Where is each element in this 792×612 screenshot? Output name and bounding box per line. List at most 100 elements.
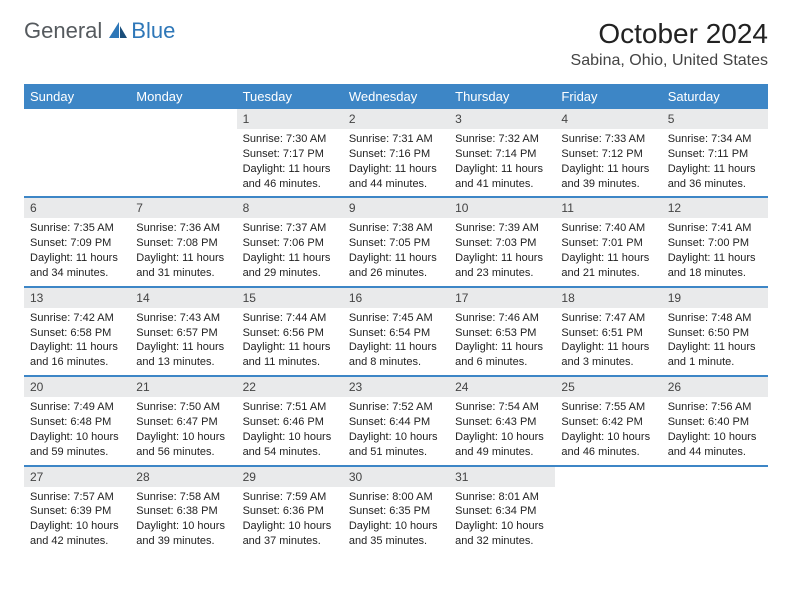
calendar-day-cell: 31Sunrise: 8:01 AMSunset: 6:34 PMDayligh…: [449, 466, 555, 554]
calendar-day-cell: 5Sunrise: 7:34 AMSunset: 7:11 PMDaylight…: [662, 109, 768, 197]
weekday-header: Sunday: [24, 84, 130, 109]
day-content: Sunrise: 7:32 AMSunset: 7:14 PMDaylight:…: [449, 129, 555, 196]
day-number: 17: [449, 288, 555, 308]
day-content: Sunrise: 7:48 AMSunset: 6:50 PMDaylight:…: [662, 308, 768, 375]
day-number: 29: [237, 467, 343, 487]
calendar-day-cell: 29Sunrise: 7:59 AMSunset: 6:36 PMDayligh…: [237, 466, 343, 554]
calendar-day-cell: 6Sunrise: 7:35 AMSunset: 7:09 PMDaylight…: [24, 197, 130, 286]
day-content: Sunrise: 7:49 AMSunset: 6:48 PMDaylight:…: [24, 397, 130, 464]
day-number: 31: [449, 467, 555, 487]
calendar-day-cell: 15Sunrise: 7:44 AMSunset: 6:56 PMDayligh…: [237, 287, 343, 376]
weekday-header: Thursday: [449, 84, 555, 109]
day-number: 27: [24, 467, 130, 487]
calendar-head: SundayMondayTuesdayWednesdayThursdayFrid…: [24, 84, 768, 109]
day-number: 18: [555, 288, 661, 308]
calendar-day-cell: 26Sunrise: 7:56 AMSunset: 6:40 PMDayligh…: [662, 376, 768, 465]
day-number: 25: [555, 377, 661, 397]
day-number: 16: [343, 288, 449, 308]
title-block: October 2024 Sabina, Ohio, United States: [571, 18, 768, 70]
calendar-day-cell: 27Sunrise: 7:57 AMSunset: 6:39 PMDayligh…: [24, 466, 130, 554]
weekday-header: Monday: [130, 84, 236, 109]
day-content: Sunrise: 7:38 AMSunset: 7:05 PMDaylight:…: [343, 218, 449, 285]
day-number: 5: [662, 109, 768, 129]
day-content: Sunrise: 7:31 AMSunset: 7:16 PMDaylight:…: [343, 129, 449, 196]
day-content: Sunrise: 7:45 AMSunset: 6:54 PMDaylight:…: [343, 308, 449, 375]
calendar-day-cell: 28Sunrise: 7:58 AMSunset: 6:38 PMDayligh…: [130, 466, 236, 554]
calendar-week-row: 6Sunrise: 7:35 AMSunset: 7:09 PMDaylight…: [24, 197, 768, 286]
day-number: 26: [662, 377, 768, 397]
weekday-header: Saturday: [662, 84, 768, 109]
day-number: 20: [24, 377, 130, 397]
day-number: 7: [130, 198, 236, 218]
day-number: 1: [237, 109, 343, 129]
calendar-week-row: 1Sunrise: 7:30 AMSunset: 7:17 PMDaylight…: [24, 109, 768, 197]
calendar-day-cell: 16Sunrise: 7:45 AMSunset: 6:54 PMDayligh…: [343, 287, 449, 376]
day-content: Sunrise: 7:35 AMSunset: 7:09 PMDaylight:…: [24, 218, 130, 285]
calendar-day-cell: [662, 466, 768, 554]
day-content: Sunrise: 7:51 AMSunset: 6:46 PMDaylight:…: [237, 397, 343, 464]
day-content: Sunrise: 7:33 AMSunset: 7:12 PMDaylight:…: [555, 129, 661, 196]
calendar-week-row: 20Sunrise: 7:49 AMSunset: 6:48 PMDayligh…: [24, 376, 768, 465]
calendar-day-cell: 30Sunrise: 8:00 AMSunset: 6:35 PMDayligh…: [343, 466, 449, 554]
day-content: Sunrise: 7:40 AMSunset: 7:01 PMDaylight:…: [555, 218, 661, 285]
day-content: Sunrise: 7:41 AMSunset: 7:00 PMDaylight:…: [662, 218, 768, 285]
day-content: Sunrise: 7:52 AMSunset: 6:44 PMDaylight:…: [343, 397, 449, 464]
calendar-day-cell: 20Sunrise: 7:49 AMSunset: 6:48 PMDayligh…: [24, 376, 130, 465]
day-content: Sunrise: 7:58 AMSunset: 6:38 PMDaylight:…: [130, 487, 236, 554]
day-content: Sunrise: 7:50 AMSunset: 6:47 PMDaylight:…: [130, 397, 236, 464]
day-number: 12: [662, 198, 768, 218]
day-content: Sunrise: 7:37 AMSunset: 7:06 PMDaylight:…: [237, 218, 343, 285]
location-label: Sabina, Ohio, United States: [571, 52, 768, 70]
calendar-day-cell: 4Sunrise: 7:33 AMSunset: 7:12 PMDaylight…: [555, 109, 661, 197]
day-number: 9: [343, 198, 449, 218]
calendar-day-cell: [130, 109, 236, 197]
day-content: Sunrise: 7:54 AMSunset: 6:43 PMDaylight:…: [449, 397, 555, 464]
day-content: Sunrise: 7:42 AMSunset: 6:58 PMDaylight:…: [24, 308, 130, 375]
day-number: 6: [24, 198, 130, 218]
day-number: 4: [555, 109, 661, 129]
day-number: 30: [343, 467, 449, 487]
logo: General Blue: [24, 18, 175, 44]
day-content: Sunrise: 7:30 AMSunset: 7:17 PMDaylight:…: [237, 129, 343, 196]
calendar-day-cell: 18Sunrise: 7:47 AMSunset: 6:51 PMDayligh…: [555, 287, 661, 376]
calendar-day-cell: 9Sunrise: 7:38 AMSunset: 7:05 PMDaylight…: [343, 197, 449, 286]
day-number: 22: [237, 377, 343, 397]
day-number: 13: [24, 288, 130, 308]
weekday-header: Wednesday: [343, 84, 449, 109]
day-number: 28: [130, 467, 236, 487]
weekday-header: Friday: [555, 84, 661, 109]
header: General Blue October 2024 Sabina, Ohio, …: [24, 18, 768, 70]
day-content: Sunrise: 7:44 AMSunset: 6:56 PMDaylight:…: [237, 308, 343, 375]
calendar-day-cell: 14Sunrise: 7:43 AMSunset: 6:57 PMDayligh…: [130, 287, 236, 376]
calendar-day-cell: 21Sunrise: 7:50 AMSunset: 6:47 PMDayligh…: [130, 376, 236, 465]
day-content: Sunrise: 8:00 AMSunset: 6:35 PMDaylight:…: [343, 487, 449, 554]
day-content: Sunrise: 7:46 AMSunset: 6:53 PMDaylight:…: [449, 308, 555, 375]
day-number: 11: [555, 198, 661, 218]
day-number: 23: [343, 377, 449, 397]
logo-text-general: General: [24, 18, 102, 44]
day-number: 19: [662, 288, 768, 308]
day-content: Sunrise: 8:01 AMSunset: 6:34 PMDaylight:…: [449, 487, 555, 554]
day-content: Sunrise: 7:59 AMSunset: 6:36 PMDaylight:…: [237, 487, 343, 554]
day-content: Sunrise: 7:43 AMSunset: 6:57 PMDaylight:…: [130, 308, 236, 375]
sail-icon: [107, 20, 129, 40]
calendar-day-cell: 17Sunrise: 7:46 AMSunset: 6:53 PMDayligh…: [449, 287, 555, 376]
calendar-day-cell: 24Sunrise: 7:54 AMSunset: 6:43 PMDayligh…: [449, 376, 555, 465]
day-content: Sunrise: 7:56 AMSunset: 6:40 PMDaylight:…: [662, 397, 768, 464]
calendar-body: 1Sunrise: 7:30 AMSunset: 7:17 PMDaylight…: [24, 109, 768, 554]
day-content: Sunrise: 7:36 AMSunset: 7:08 PMDaylight:…: [130, 218, 236, 285]
calendar-table: SundayMondayTuesdayWednesdayThursdayFrid…: [24, 84, 768, 554]
calendar-day-cell: 13Sunrise: 7:42 AMSunset: 6:58 PMDayligh…: [24, 287, 130, 376]
calendar-day-cell: 25Sunrise: 7:55 AMSunset: 6:42 PMDayligh…: [555, 376, 661, 465]
calendar-day-cell: [24, 109, 130, 197]
calendar-day-cell: [555, 466, 661, 554]
page-title: October 2024: [571, 18, 768, 50]
calendar-day-cell: 23Sunrise: 7:52 AMSunset: 6:44 PMDayligh…: [343, 376, 449, 465]
day-number: 3: [449, 109, 555, 129]
logo-text-blue: Blue: [131, 18, 175, 44]
calendar-week-row: 27Sunrise: 7:57 AMSunset: 6:39 PMDayligh…: [24, 466, 768, 554]
day-number: 2: [343, 109, 449, 129]
day-number: 15: [237, 288, 343, 308]
day-content: Sunrise: 7:47 AMSunset: 6:51 PMDaylight:…: [555, 308, 661, 375]
day-content: Sunrise: 7:34 AMSunset: 7:11 PMDaylight:…: [662, 129, 768, 196]
